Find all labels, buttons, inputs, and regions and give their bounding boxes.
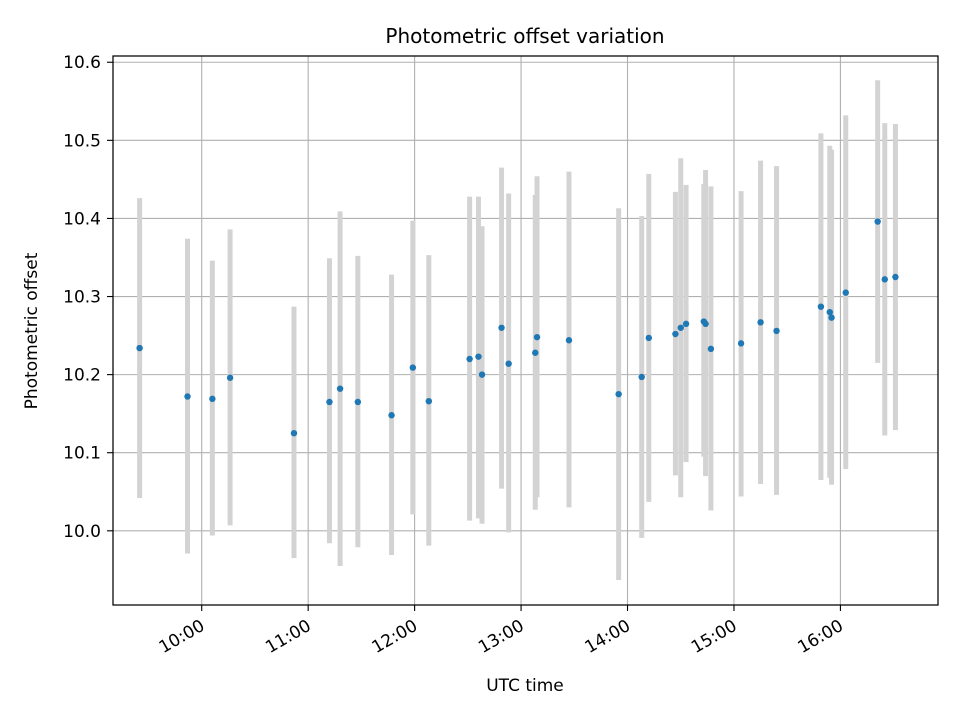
data-point: [498, 324, 505, 331]
x-axis-label: UTC time: [486, 676, 564, 696]
chart-title: Photometric offset variation: [385, 24, 664, 48]
data-point: [326, 398, 333, 406]
data-point: [505, 360, 512, 367]
data-point: [702, 320, 709, 328]
data-point: [677, 324, 684, 331]
data-point: [828, 314, 835, 321]
data-point: [466, 355, 473, 363]
y-tick-label: 10.5: [63, 131, 101, 151]
data-point: [773, 327, 780, 335]
data-point: [615, 390, 622, 398]
y-axis-label: Photometric offset: [22, 252, 42, 409]
data-point: [707, 345, 715, 353]
data-point: [336, 385, 344, 392]
data-point: [475, 353, 482, 360]
data-point: [388, 412, 395, 419]
data-point: [826, 308, 833, 316]
data-point: [638, 373, 645, 381]
data-point: [533, 333, 541, 341]
data-point: [478, 371, 486, 378]
data-point: [672, 330, 679, 338]
data-point: [881, 276, 888, 283]
data-points: [136, 218, 899, 437]
data-point: [817, 303, 825, 310]
y-tick-label: 10.3: [63, 288, 101, 308]
data-point: [532, 349, 539, 356]
y-axis-ticks: 10.0 10.1 10.2 10.3 10.4 10.5 10.6: [63, 53, 113, 542]
data-point: [184, 393, 191, 400]
data-point: [409, 364, 417, 371]
data-point: [892, 273, 899, 281]
data-point: [645, 334, 653, 342]
data-point: [290, 429, 298, 437]
data-point: [354, 398, 362, 406]
plot-frame: [112, 55, 939, 606]
data-point: [425, 397, 433, 405]
y-tick-label: 10.1: [63, 444, 101, 464]
data-point: [842, 289, 849, 296]
data-point: [226, 374, 234, 381]
data-point: [565, 337, 573, 344]
y-tick-label: 10.2: [63, 366, 101, 386]
data-point: [757, 319, 764, 326]
data-point: [874, 218, 881, 225]
data-point: [136, 344, 143, 352]
data-point: [209, 395, 216, 403]
y-tick-label: 10.0: [63, 522, 101, 542]
data-point: [737, 340, 745, 347]
y-tick-label: 10.6: [63, 53, 101, 73]
y-tick-label: 10.4: [63, 209, 101, 229]
data-point: [682, 320, 690, 328]
